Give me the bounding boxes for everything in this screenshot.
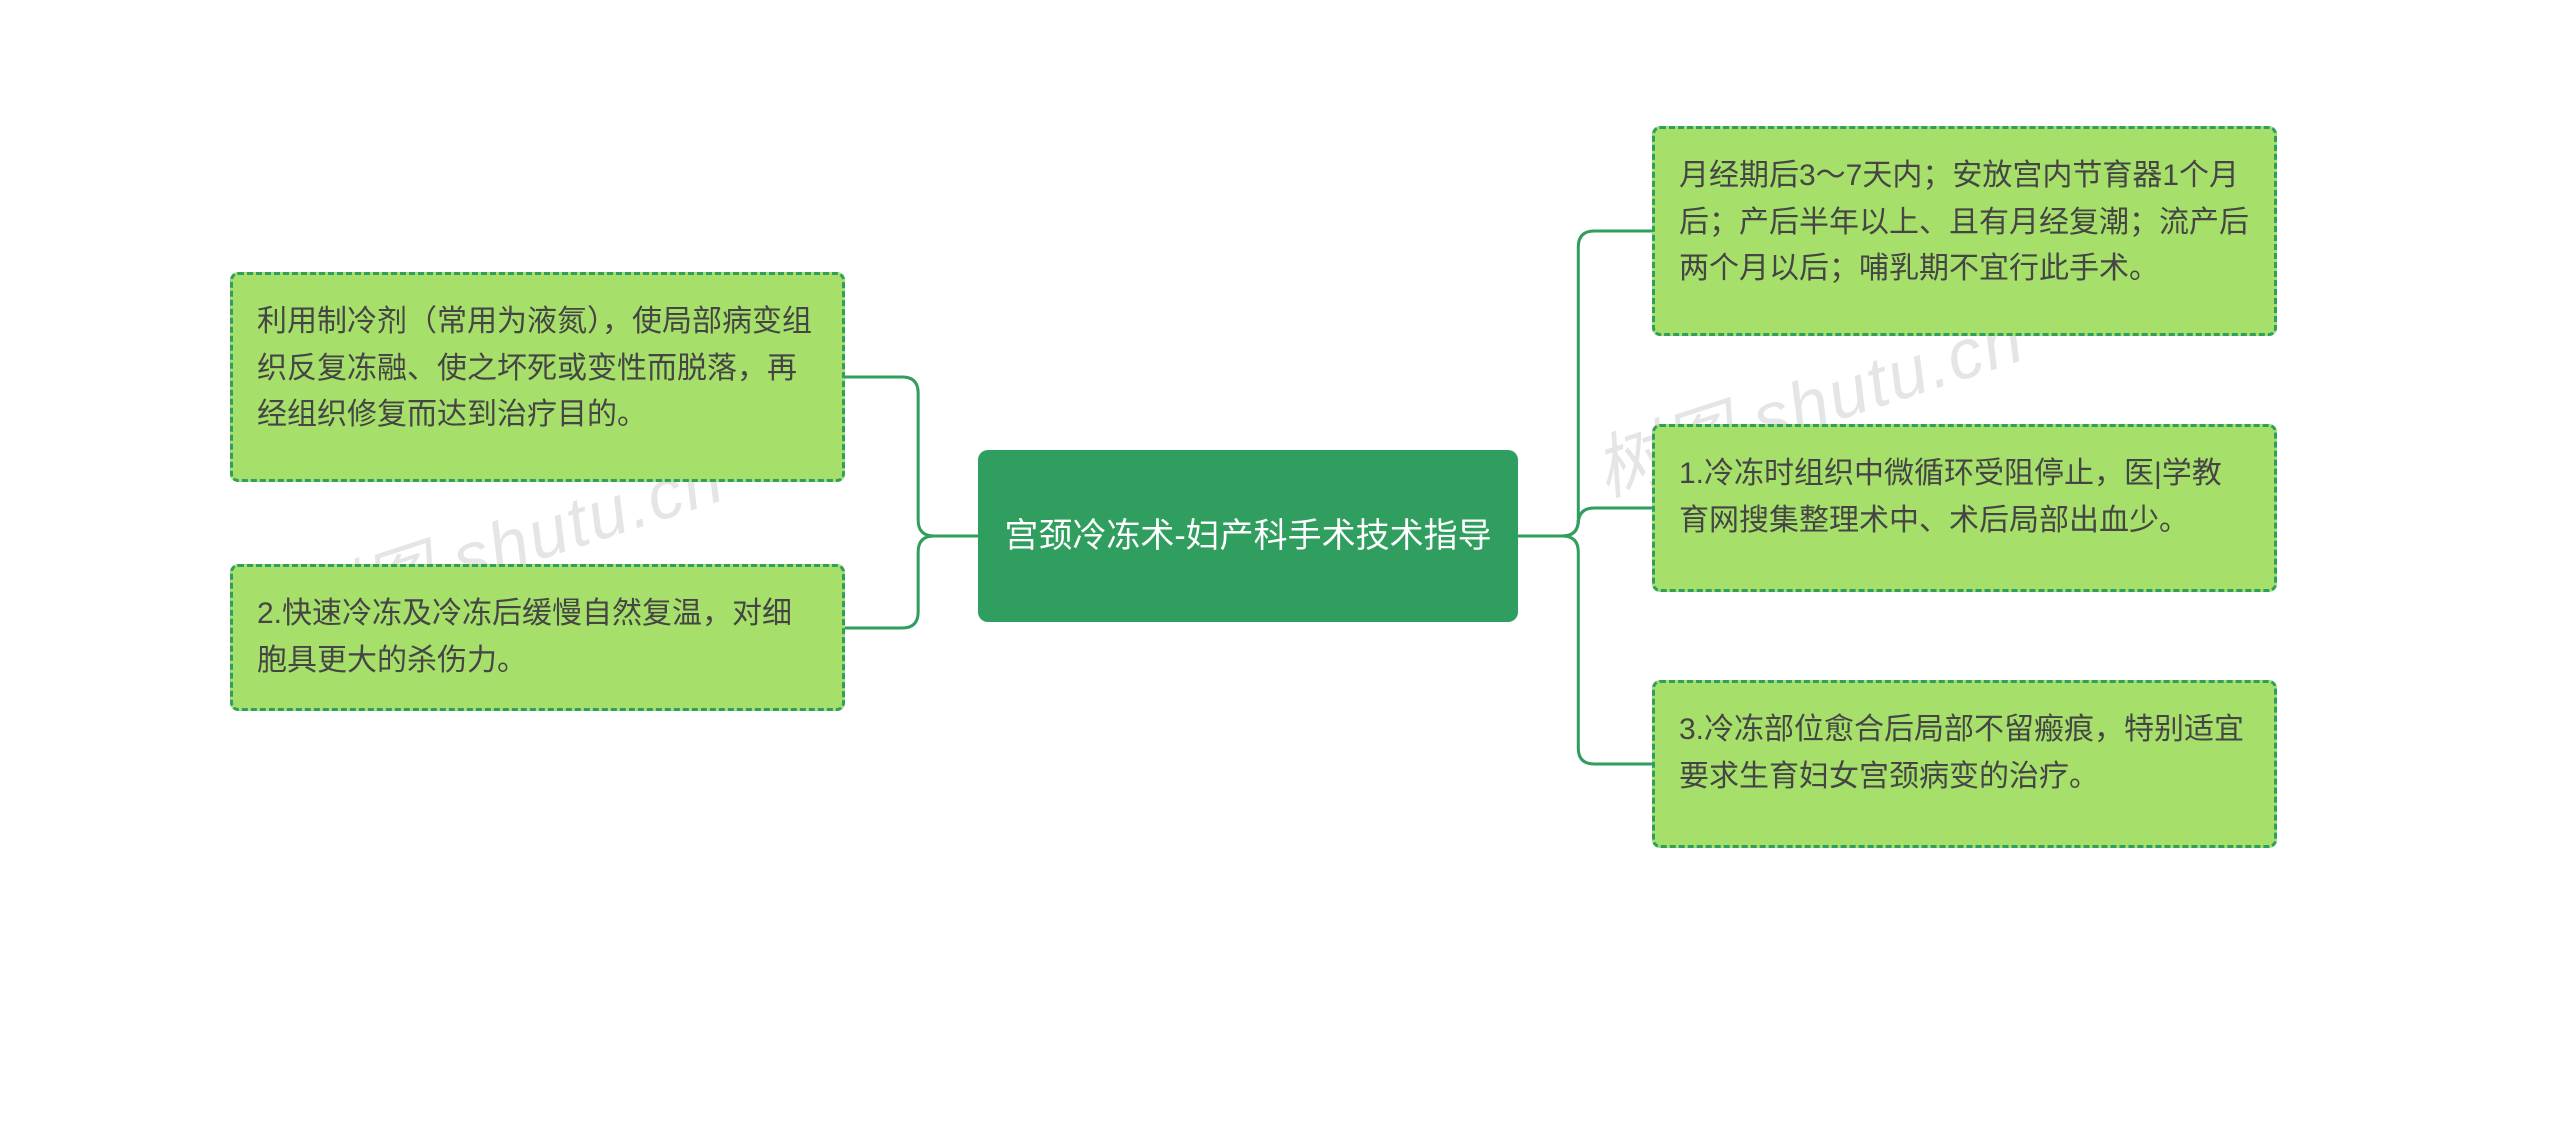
leaf-right-2: 1.冷冻时组织中微循环受阻停止，医|学教育网搜集整理术中、术后局部出血少。 xyxy=(1652,424,2277,592)
leaf-right-3: 3.冷冻部位愈合后局部不留瘢痕，特别适宜要求生育妇女宫颈病变的治疗。 xyxy=(1652,680,2277,848)
leaf-left-2-text: 2.快速冷冻及冷冻后缓慢自然复温，对细胞具更大的杀伤力。 xyxy=(257,597,792,677)
leaf-right-3-text: 3.冷冻部位愈合后局部不留瘢痕，特别适宜要求生育妇女宫颈病变的治疗。 xyxy=(1679,713,2244,793)
leaf-right-1: 月经期后3～7天内；安放宫内节育器1个月后；产后半年以上、且有月经复潮；流产后两… xyxy=(1652,126,2277,336)
diagram-stage: 树图 shutu.cn 树图 shutu.cn 宫颈冷冻术-妇产科手术技术指导 … xyxy=(0,0,2560,1132)
leaf-left-1: 利用制冷剂（常用为液氮），使局部病变组织反复冻融、使之坏死或变性而脱落，再经组织… xyxy=(230,272,845,482)
center-node: 宫颈冷冻术-妇产科手术技术指导 xyxy=(978,450,1518,622)
leaf-right-1-text: 月经期后3～7天内；安放宫内节育器1个月后；产后半年以上、且有月经复潮；流产后两… xyxy=(1679,159,2249,285)
leaf-left-2: 2.快速冷冻及冷冻后缓慢自然复温，对细胞具更大的杀伤力。 xyxy=(230,564,845,711)
leaf-right-2-text: 1.冷冻时组织中微循环受阻停止，医|学教育网搜集整理术中、术后局部出血少。 xyxy=(1679,457,2222,537)
leaf-left-1-text: 利用制冷剂（常用为液氮），使局部病变组织反复冻融、使之坏死或变性而脱落，再经组织… xyxy=(257,305,812,431)
center-node-label: 宫颈冷冻术-妇产科手术技术指导 xyxy=(1004,511,1491,562)
